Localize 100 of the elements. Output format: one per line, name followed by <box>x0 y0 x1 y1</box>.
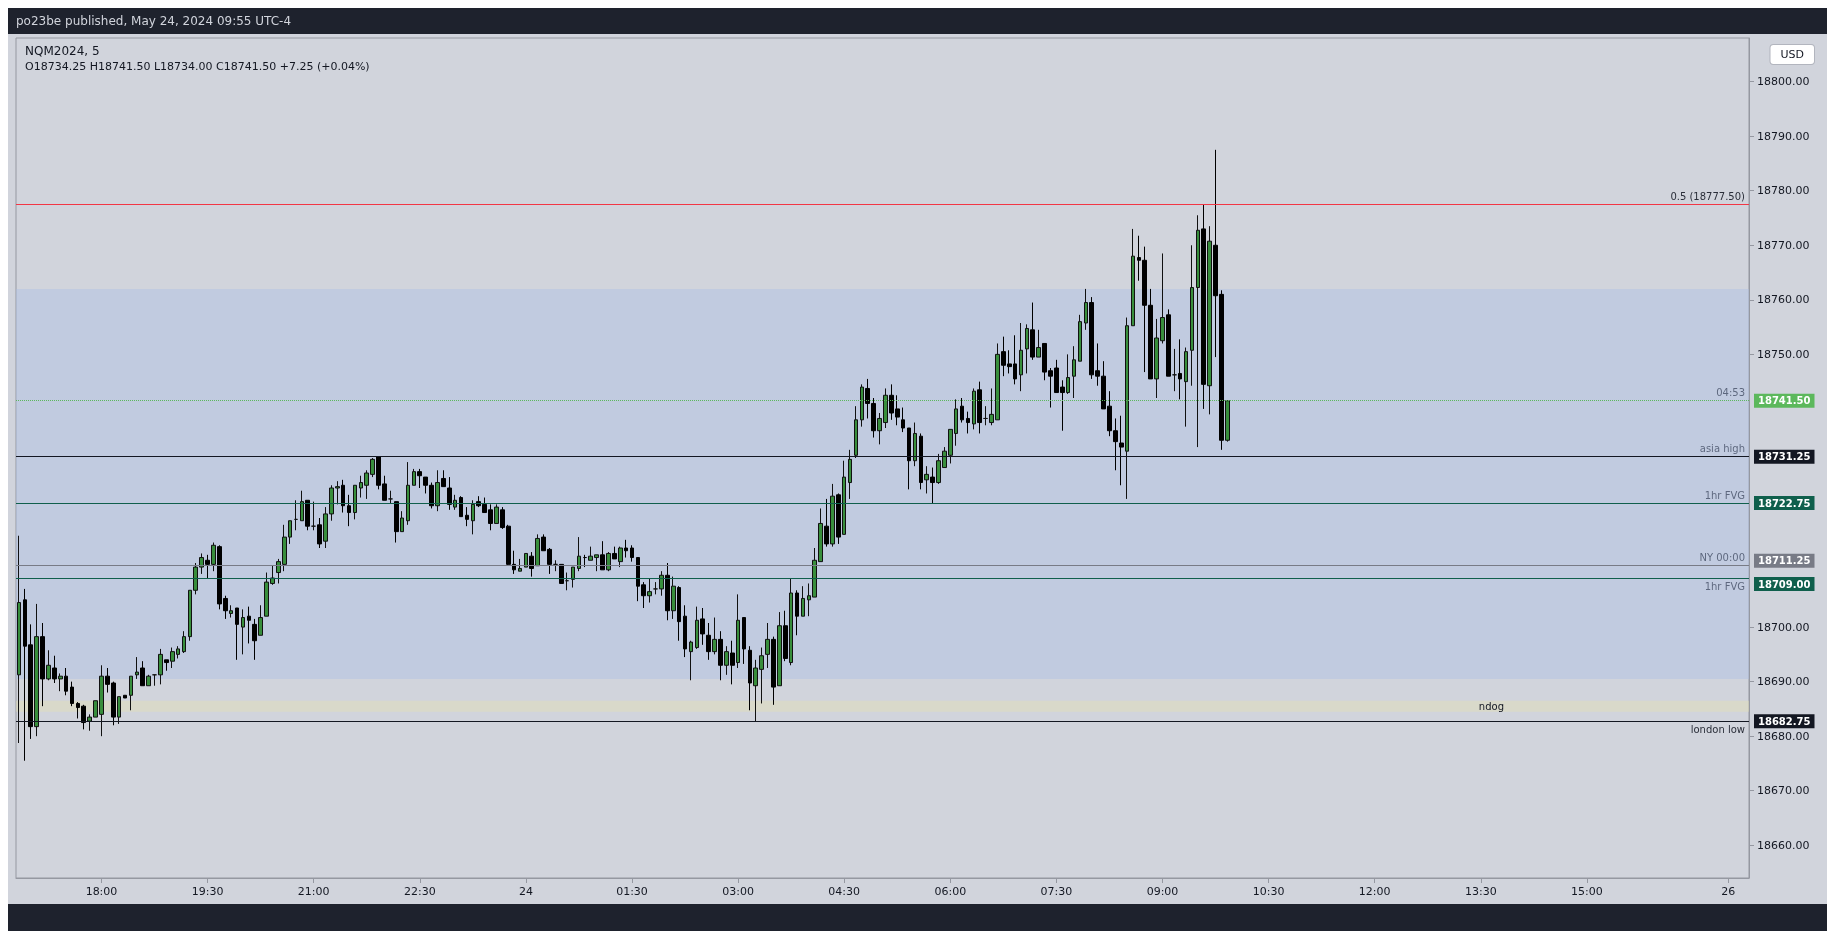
candlestick <box>417 468 422 489</box>
candlestick <box>494 503 499 524</box>
candlestick <box>300 490 304 522</box>
y-tick-label: 18800.00 <box>1757 75 1810 89</box>
candlestick <box>1066 353 1070 395</box>
candlestick <box>789 577 793 666</box>
ref-line-label: 18741.50 <box>1758 395 1811 407</box>
candlestick <box>777 611 782 687</box>
candlestick <box>783 610 788 662</box>
candlestick <box>40 622 45 707</box>
candlestick <box>64 667 68 696</box>
candlestick <box>353 484 357 520</box>
candlestick <box>924 465 929 494</box>
x-tick-label: 06:00 <box>934 885 967 898</box>
candlestick <box>683 604 687 658</box>
candlestick <box>529 551 534 578</box>
candlestick <box>1207 225 1212 415</box>
candlestick <box>229 604 233 619</box>
candlestick <box>1119 415 1124 486</box>
text: NQM2024, 5 <box>25 44 100 58</box>
text: po23be published, May 24, 2024 09:55 UTC-4 <box>15 13 293 30</box>
candlestick <box>1172 348 1177 392</box>
candlestick <box>689 640 693 681</box>
candlestick <box>706 622 711 661</box>
candlestick <box>347 494 351 527</box>
candlestick <box>624 539 628 559</box>
candlestick <box>140 660 145 687</box>
candlestick <box>258 604 263 636</box>
candlestick <box>252 618 257 661</box>
x-tick-label: 21:00 <box>297 885 330 898</box>
candlestick <box>1166 308 1171 377</box>
candlestick <box>966 411 970 434</box>
candlestick <box>842 460 846 535</box>
candlestick <box>311 501 316 531</box>
candlestick <box>824 498 829 548</box>
candlestick <box>677 585 681 642</box>
candlestick <box>765 622 770 669</box>
candlestick <box>583 554 587 568</box>
candlestick <box>577 536 581 572</box>
candlestick <box>571 566 575 589</box>
candlestick <box>247 606 251 644</box>
y-tick-label: 18660.00 <box>1757 838 1810 852</box>
candlestick <box>748 645 752 711</box>
x-tick-label: 24 <box>518 885 533 898</box>
candlestick <box>901 407 905 433</box>
candlestick <box>341 479 345 514</box>
candlestick <box>211 542 216 572</box>
x-tick-label: 13:30 <box>1464 885 1497 898</box>
candlestick <box>58 672 63 692</box>
candlestick <box>1084 288 1088 331</box>
candlestick <box>930 467 935 504</box>
candlestick <box>400 510 404 533</box>
candlestick <box>612 546 617 560</box>
candlestick <box>146 674 151 687</box>
x-tick-label: 18:00 <box>85 885 118 898</box>
x-tick-label: 12:00 <box>1358 885 1391 898</box>
y-tick-label: 18770.00 <box>1757 238 1810 252</box>
candlestick <box>46 649 51 681</box>
candlestick <box>1025 323 1029 374</box>
candlestick <box>406 461 410 526</box>
text: USD <box>1780 48 1805 61</box>
candlestick <box>907 427 911 490</box>
ref-line-label: 18682.75 <box>1758 715 1811 727</box>
candlestick <box>559 563 564 584</box>
candlestick <box>459 495 463 518</box>
candlestick <box>435 469 440 512</box>
candlestick <box>695 606 699 650</box>
candlestick <box>317 517 322 549</box>
candlestick <box>712 617 717 655</box>
candlestick <box>736 593 740 669</box>
candlestick <box>671 576 676 620</box>
y-tick-label: 18780.00 <box>1757 184 1810 198</box>
candlestick <box>848 449 852 500</box>
candlestick <box>665 562 670 621</box>
candlestick <box>164 659 169 672</box>
candlestick <box>17 535 21 744</box>
text: O18734.25 H18741.50 L18734.00 C18741.50 +7.25 (+0.04%) <box>25 60 370 73</box>
candlestick <box>606 551 611 572</box>
candlestick <box>771 636 776 706</box>
y-tick-label: 18680.00 <box>1757 729 1810 743</box>
candlestick <box>441 469 446 488</box>
candlestick <box>535 533 540 567</box>
x-tick-label: 10:30 <box>1252 885 1285 898</box>
candlestick <box>630 544 634 563</box>
candlestick <box>730 640 735 685</box>
annotation: 0.5 (18777.50) <box>1670 190 1746 202</box>
x-tick-label: 03:00 <box>722 885 754 898</box>
candlestick <box>241 608 245 655</box>
candlestick <box>34 603 39 737</box>
candlestick <box>1196 214 1200 448</box>
annotation: NY 00:00 <box>1699 552 1745 564</box>
y-tick-label: 18700.00 <box>1757 620 1810 634</box>
candlestick <box>1030 302 1035 361</box>
candlestick <box>205 554 210 579</box>
candlestick <box>135 656 139 680</box>
candlestick <box>553 559 558 572</box>
candlestick <box>394 501 399 544</box>
candlestick <box>52 655 57 684</box>
y-tick-label: 18790.00 <box>1757 129 1810 143</box>
annotation: asia high <box>1699 443 1745 455</box>
